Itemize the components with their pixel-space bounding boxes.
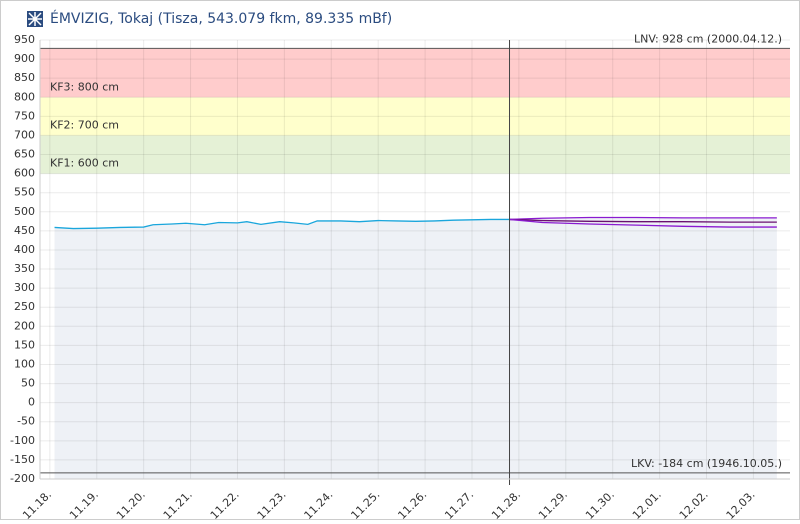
y-tick-label: 500 [14,205,35,218]
y-tick-label: -150 [10,453,35,466]
logo [27,11,43,27]
y-tick-label: 100 [14,357,35,370]
record-label: LNV: 928 cm (2000.04.12.) [634,32,782,45]
y-tick-label: 550 [14,186,35,199]
area [54,219,510,479]
chart-title: ÉMVIZIG, Tokaj (Tisza, 543.079 fkm, 89.3… [50,10,392,27]
y-tick-label: 250 [14,300,35,313]
threshold-label: KF3: 800 cm [50,80,119,93]
record-label: LKV: -184 cm (1946.10.05.) [631,457,782,470]
y-tick-label: 600 [14,167,35,180]
y-tick-label: 300 [14,281,35,294]
y-tick-label: 950 [14,33,35,46]
y-tick-label: 800 [14,90,35,103]
y-tick-label: 850 [14,71,35,84]
line [509,218,777,223]
y-tick-label: 0 [28,396,35,409]
y-tick-label: 450 [14,224,35,237]
y-tick-label: 650 [14,148,35,161]
line [509,218,777,228]
y-tick-label: 900 [14,52,35,65]
y-tick-label: -100 [10,434,35,447]
threshold-label: KF2: 700 cm [50,118,119,131]
y-tick-label: 350 [14,262,35,275]
threshold-zone [40,48,790,98]
line [54,218,510,230]
y-tick-label: -50 [17,415,35,428]
y-tick-label: 150 [14,338,35,351]
area [509,217,777,479]
y-tick-label: 400 [14,243,35,256]
y-tick-label: 200 [14,319,35,332]
threshold-label: KF1: 600 cm [50,157,119,170]
y-tick-label: 50 [21,377,35,390]
y-tick-label: -200 [10,472,35,485]
y-tick-label: 750 [14,109,35,122]
threshold-zone [40,135,790,174]
line [509,216,777,221]
y-tick-label: 700 [14,128,35,141]
threshold-zone [40,97,790,136]
